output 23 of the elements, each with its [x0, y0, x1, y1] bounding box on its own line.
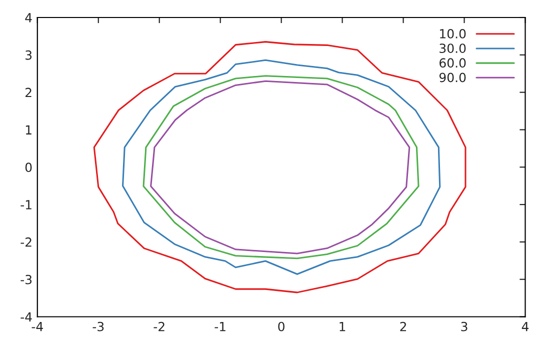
y-tick-label: -1 [20, 200, 32, 210]
x-tick-label: 0 [278, 322, 284, 332]
line-series [93, 41, 466, 294]
x-tick-label: 3 [461, 322, 468, 332]
x-tick-label: 2 [400, 322, 406, 332]
legend-label: 10.0 [440, 28, 466, 38]
legend-label: 60.0 [440, 58, 466, 68]
x-tick-label: -3 [92, 322, 104, 332]
y-tick-label: 1 [26, 125, 32, 134]
x-tick-label: -2 [154, 322, 164, 332]
y-tick-label: 3 [26, 50, 32, 60]
y-tick-label: 0 [25, 162, 32, 172]
legend-label: 30.0 [440, 44, 466, 54]
x-tick-label: 4 [522, 322, 529, 332]
y-tick-label: 2 [26, 88, 32, 98]
x-tick-label: 1 [340, 322, 346, 332]
y-tick-label: 4 [25, 13, 32, 22]
legend-label: 90.0 [439, 72, 466, 82]
y-tick-label: -3 [20, 274, 32, 284]
y-tick-label: -4 [20, 312, 32, 322]
y-tick-label: -2 [20, 237, 32, 247]
line-series [122, 59, 441, 275]
x-tick-label: -1 [214, 322, 226, 332]
